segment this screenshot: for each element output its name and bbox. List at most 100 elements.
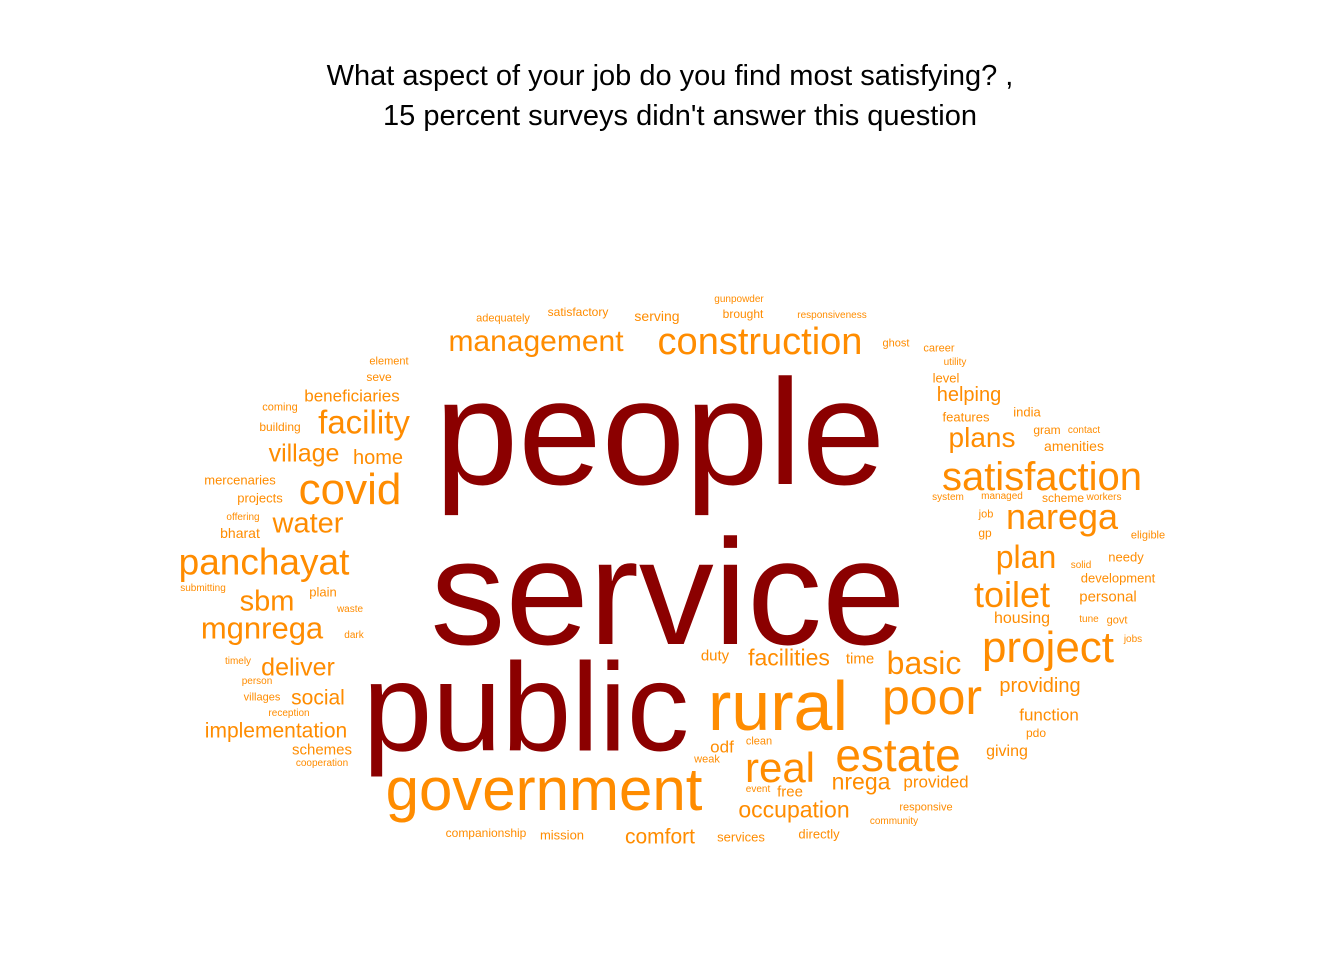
- word-public: public: [362, 638, 690, 778]
- word-cooperation: cooperation: [295, 758, 349, 769]
- word-social: social: [291, 686, 345, 710]
- word-basic: basic: [886, 645, 962, 681]
- word-govt: govt: [1106, 614, 1128, 627]
- word-brought: brought: [722, 307, 764, 321]
- word-plans: plans: [948, 422, 1016, 453]
- word-village: village: [268, 439, 340, 468]
- word-community: community: [869, 816, 919, 827]
- word-serving: serving: [634, 308, 680, 324]
- word-helping: helping: [936, 384, 1002, 406]
- word-construction: construction: [657, 321, 863, 363]
- word-utility: utility: [943, 357, 967, 368]
- word-facility: facility: [318, 403, 410, 441]
- word-duty: duty: [700, 647, 730, 665]
- word-narega: narega: [1005, 496, 1119, 537]
- word-time: time: [845, 650, 875, 668]
- word-estate: estate: [835, 729, 961, 781]
- word-poor: poor: [881, 669, 983, 725]
- word-gunpowder: gunpowder: [714, 294, 764, 305]
- word-comfort: comfort: [624, 825, 696, 849]
- word-covid: covid: [298, 465, 402, 514]
- word-bharat: bharat: [220, 525, 260, 541]
- word-career: career: [923, 342, 955, 355]
- word-housing: housing: [993, 610, 1051, 627]
- word-system: system: [932, 492, 964, 503]
- word-element: element: [369, 355, 409, 368]
- chart-title-line-2: 15 percent surveys didn't answer this qu…: [383, 100, 977, 132]
- word-plain: plain: [309, 584, 337, 600]
- word-ghost: ghost: [882, 337, 910, 350]
- word-service: service: [430, 508, 906, 676]
- word-person: person: [241, 676, 273, 687]
- word-managed: managed: [981, 491, 1023, 502]
- word-companionship: companionship: [445, 826, 527, 840]
- word-contact: contact: [1067, 425, 1101, 436]
- word-gram: gram: [1033, 423, 1061, 437]
- word-project: project: [981, 623, 1115, 672]
- word-schemes: schemes: [291, 741, 353, 759]
- word-seve: seve: [366, 370, 392, 384]
- word-amenities: amenities: [1044, 438, 1104, 454]
- word-offering: offering: [226, 512, 260, 523]
- word-nrega: nrega: [831, 768, 891, 795]
- word-workers: workers: [1086, 492, 1122, 503]
- word-gp: gp: [978, 526, 992, 540]
- word-free: free: [777, 783, 803, 801]
- word-pdo: pdo: [1025, 726, 1047, 740]
- word-sbm: sbm: [239, 585, 295, 618]
- word-rural: rural: [707, 667, 849, 745]
- chart-title-line-1: What aspect of your job do you find most…: [326, 60, 1014, 92]
- word-panchayat: panchayat: [178, 541, 350, 583]
- word-real: real: [744, 744, 816, 791]
- word-directly: directly: [798, 826, 840, 842]
- word-personal: personal: [1079, 588, 1137, 606]
- word-facilities: facilities: [748, 644, 830, 671]
- word-deliver: deliver: [261, 653, 335, 682]
- word-home: home: [352, 447, 404, 469]
- word-implementation: implementation: [204, 719, 348, 743]
- word-provided: provided: [903, 772, 969, 792]
- word-mercenaries: mercenaries: [204, 472, 276, 488]
- word-water: water: [272, 507, 344, 540]
- word-clean: clean: [745, 735, 773, 748]
- word-level: level: [932, 370, 960, 386]
- word-building: building: [259, 420, 301, 434]
- word-development: development: [1080, 570, 1156, 586]
- word-scheme: scheme: [1041, 491, 1085, 505]
- word-function: function: [1019, 705, 1079, 725]
- word-needy: needy: [1108, 549, 1144, 565]
- word-management: management: [448, 325, 624, 358]
- word-responsive: responsive: [899, 801, 953, 814]
- word-occupation: occupation: [738, 796, 850, 823]
- word-people: people: [434, 348, 886, 516]
- word-dark: dark: [344, 630, 364, 641]
- word-toilet: toilet: [973, 574, 1051, 615]
- word-mgnrega: mgnrega: [200, 610, 324, 646]
- word-responsiveness: responsiveness: [797, 310, 867, 321]
- word-government: government: [385, 756, 703, 823]
- word-mission: mission: [539, 827, 585, 843]
- word-eligible: eligible: [1130, 529, 1166, 542]
- word-services: services: [717, 829, 765, 845]
- word-weak: weak: [694, 753, 720, 766]
- word-jobs: jobs: [1123, 634, 1143, 645]
- word-coming: coming: [262, 401, 298, 414]
- word-timely: timely: [224, 656, 252, 667]
- word-adequately: adequately: [476, 312, 530, 325]
- word-beneficiaries: beneficiaries: [304, 386, 400, 406]
- word-satisfactory: satisfactory: [547, 305, 609, 319]
- word-tune: tune: [1079, 614, 1099, 625]
- word-projects: projects: [237, 490, 283, 506]
- word-providing: providing: [999, 675, 1081, 697]
- word-reception: reception: [268, 708, 310, 719]
- word-plan: plan: [995, 539, 1057, 575]
- word-submitting: submitting: [180, 583, 226, 594]
- word-event: event: [745, 784, 771, 795]
- word-india: india: [1013, 404, 1041, 420]
- word-satisfaction: satisfaction: [941, 455, 1143, 499]
- word-features: features: [942, 409, 990, 425]
- word-villages: villages: [243, 691, 281, 704]
- word-solid: solid: [1070, 560, 1092, 571]
- word-odf: odf: [710, 737, 734, 757]
